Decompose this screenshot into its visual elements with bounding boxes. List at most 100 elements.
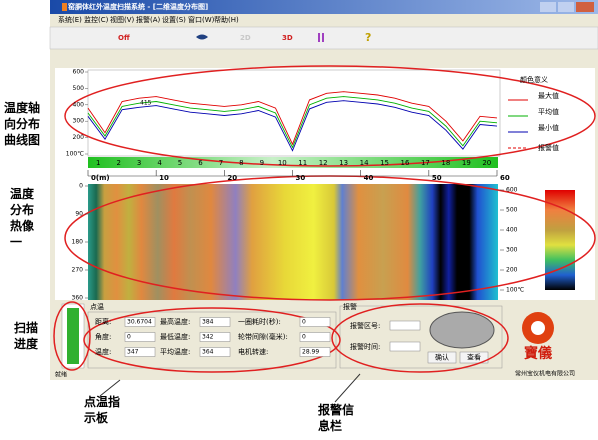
y-tick-label: 400 [73,101,85,108]
menu-item[interactable]: 监控(C) [84,15,109,24]
field-box[interactable] [124,332,156,342]
zone-label: 19 [462,159,471,167]
y-tick-label: 360 [72,295,84,302]
zone-label: 8 [239,159,243,167]
y-tick-label: 0 [79,183,83,190]
zone-label: 18 [441,159,450,167]
zone-label: 14 [360,159,369,167]
zone-label: 16 [401,159,410,167]
close-button[interactable] [576,2,594,12]
confirm-label[interactable]: 确认 [435,353,449,362]
field-value: 347 [127,349,139,356]
menu-bar: 系统(E) 监控(C) 视图(V) 报警(A) 设置(S) 窗口(W) 帮助(H) [58,15,239,24]
zone-label: 15 [380,159,389,167]
app-icon [62,3,67,11]
field-box[interactable] [299,347,331,357]
menu-item[interactable]: 帮助(H) [214,15,239,24]
annotation-line: 向分布 [4,116,40,131]
y-tick-label: 200 [73,134,85,141]
menu-item[interactable]: 系统(E) [58,15,82,24]
y-tick-label: 500 [73,85,85,92]
annotation: 温度轴向分布曲线图 [4,100,40,147]
toolbar-button[interactable]: 2D [240,34,251,42]
menu-item[interactable]: 设置(S) [162,15,186,24]
field-box[interactable] [199,317,231,327]
field-box[interactable] [299,317,331,327]
alarm-time-field[interactable] [389,341,421,352]
title-bar [50,0,598,14]
field-box[interactable] [124,347,156,357]
view-button[interactable] [459,351,489,364]
legend-title: 颜色意义 [520,75,548,84]
progress-bar [67,308,79,364]
field-box[interactable] [199,332,231,342]
help-icon[interactable]: ? [365,31,371,44]
scale-tick-label: 600 [506,187,518,194]
annotation-ring [53,301,91,371]
zone-strip [88,157,498,168]
toolbar-button[interactable]: 3D [282,34,293,42]
pause-icon[interactable] [322,33,324,42]
menu-item[interactable]: 视图(V) [110,15,135,24]
annotation-pointer [99,373,361,403]
field-box[interactable] [199,347,231,357]
view-label[interactable]: 查看 [467,353,481,362]
field-label: 最低温度: [160,332,190,341]
minimize-button[interactable] [540,2,556,12]
menu-item[interactable]: 报警(A) [136,15,161,24]
logo-text: 寶儀 [524,345,552,362]
alarm-zone-field[interactable] [389,320,421,331]
logo-emblem-core [531,321,545,335]
eye-icon[interactable] [196,34,208,40]
x-tick-label: 50 [432,174,442,182]
confirm-button[interactable] [427,351,457,364]
annotation: 扫描进度 [14,320,39,351]
annotation-line: 报警信 [318,402,354,417]
panel-title: 点温 [90,302,104,311]
field-value: 364 [202,349,214,356]
zone-label: 9 [260,159,264,167]
x-tick-label: 10 [159,174,169,182]
scale-tick-label: 100℃ [506,287,524,294]
field-value: 342 [202,334,214,341]
heatmap-image [88,184,498,300]
field-label: 电机转速: [238,347,268,356]
y-tick-label: 90 [75,211,83,218]
zone-label: 4 [157,159,162,167]
annotation-line: 进度 [14,336,39,351]
scale-tick-label: 300 [506,247,518,254]
field-value: 30.6704 [127,319,152,326]
zone-label: 12 [319,159,328,167]
annotation-line: 扫描 [14,320,38,335]
field-value: 0 [302,334,306,341]
company-name: 常州宝仪机电有限公司 [515,370,575,378]
annotation-line: 分布 [10,202,34,217]
zone-label: 2 [116,159,120,167]
annotation: 报警信息栏 [318,402,354,433]
field-label: 距离: [95,317,111,326]
menu-item[interactable]: 窗口(W) [188,15,215,24]
maximize-button[interactable] [558,2,574,12]
pause-icon[interactable] [318,33,320,42]
point-panel [87,311,337,369]
annotation-line: 一 [10,235,22,249]
field-box[interactable] [124,317,156,327]
zone-label: 13 [339,159,348,167]
x-tick-label: 30 [296,174,306,182]
y-tick-label: 100℃ [66,151,84,158]
toolbar-button[interactable]: Off [118,34,130,42]
window-title: 窑胴体红外温度扫描系统 - [二维温度分布图] [68,2,208,11]
scale-tick-label: 500 [506,207,518,214]
series-line [87,96,498,149]
legend-label: 报警值 [538,143,559,152]
annotation-line: 温度 [10,186,35,201]
annotation-ring [83,307,341,373]
field-value: 28.99 [302,349,319,356]
field-box[interactable] [299,332,331,342]
legend-label: 平均值 [538,107,559,116]
annotation: 温度分布热像一 [10,186,35,249]
x-tick-label: 0(m) [91,174,110,182]
annotation-ring [64,65,596,167]
y-tick-label: 270 [72,267,84,274]
